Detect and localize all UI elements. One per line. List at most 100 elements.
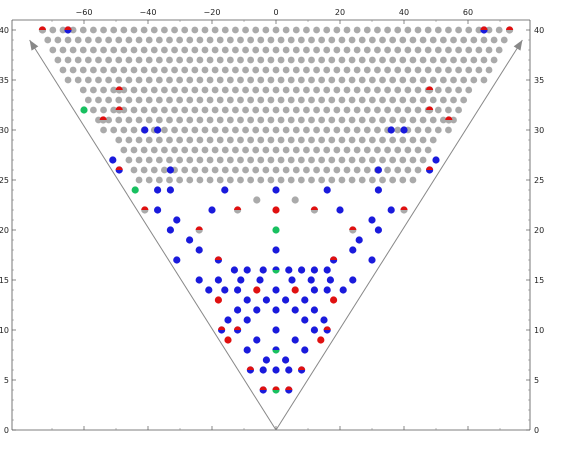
gray-point <box>363 126 371 134</box>
gray-point <box>130 46 138 54</box>
data-point-half <box>445 116 453 120</box>
gray-point <box>135 156 143 164</box>
gray-point <box>303 106 310 114</box>
gray-point <box>176 136 184 144</box>
y-tick-label-right: 30 <box>534 126 544 135</box>
gray-point <box>84 96 92 104</box>
gray-point <box>69 46 77 54</box>
gray-point <box>368 156 376 164</box>
gray-point <box>287 156 295 164</box>
gray-point <box>176 96 184 104</box>
gray-point <box>434 106 442 114</box>
data-point <box>374 166 382 174</box>
gray-point <box>353 66 361 74</box>
gray-point <box>277 116 285 124</box>
gray-point <box>399 156 407 164</box>
data-point <box>317 336 325 344</box>
arrow-line <box>275 39 523 431</box>
data-point <box>141 126 149 134</box>
data-point <box>272 186 280 194</box>
gray-point <box>161 146 168 154</box>
gray-point <box>252 166 260 174</box>
gray-point <box>95 76 102 84</box>
gray-point <box>145 96 153 104</box>
gray-point <box>313 46 320 54</box>
gray-point <box>409 56 417 64</box>
gray-point <box>348 176 356 184</box>
data-point <box>330 296 338 304</box>
data-point-half <box>246 366 254 370</box>
gray-point <box>460 36 468 44</box>
gray-point <box>313 126 320 134</box>
arrow-lines <box>29 39 523 431</box>
gray-point <box>226 136 234 144</box>
gray-point <box>191 46 199 54</box>
gray-point <box>399 56 407 64</box>
gray-point <box>54 36 62 44</box>
gray-point <box>460 76 468 84</box>
gray-point <box>196 176 204 184</box>
data-point <box>80 106 88 114</box>
gray-point <box>262 66 270 74</box>
gray-point <box>313 86 320 94</box>
gray-point <box>267 156 275 164</box>
data-point <box>298 266 306 274</box>
gray-point <box>277 176 285 184</box>
gray-point <box>216 136 224 144</box>
gray-point <box>216 176 224 184</box>
gray-point <box>59 66 67 74</box>
gray-point <box>186 156 194 164</box>
arrow-head <box>29 40 39 51</box>
gray-point <box>434 46 442 54</box>
data-point-half <box>214 256 222 260</box>
gray-point <box>216 56 224 64</box>
gray-point <box>105 36 113 44</box>
gray-point <box>211 106 219 114</box>
gray-point <box>125 96 133 104</box>
gray-point <box>389 176 397 184</box>
gray-point <box>414 46 422 54</box>
gray-point <box>343 106 351 114</box>
gray-point <box>237 156 244 164</box>
gray-point <box>358 36 366 44</box>
gray-point <box>232 126 239 134</box>
gray-point <box>140 106 148 114</box>
gray-point <box>120 66 128 74</box>
gray-point <box>140 66 148 74</box>
gray-point <box>368 36 376 44</box>
gray-point <box>186 176 194 184</box>
gray-point <box>353 166 361 174</box>
data-point <box>272 226 280 234</box>
gray-point <box>140 46 148 54</box>
gray-point <box>186 76 194 84</box>
data-point <box>214 276 222 284</box>
gray-point <box>353 126 361 134</box>
gray-point <box>155 176 163 184</box>
gray-point <box>242 86 249 94</box>
gray-point <box>323 166 331 174</box>
gray-point <box>120 46 128 54</box>
gray-point <box>247 96 255 104</box>
gray-point <box>211 66 219 74</box>
data-point <box>387 206 395 214</box>
data-point <box>214 296 222 304</box>
gray-point <box>424 146 432 154</box>
gray-point <box>338 176 346 184</box>
data-point <box>310 306 318 314</box>
data-point <box>173 256 181 264</box>
gray-point <box>434 66 442 74</box>
gray-point <box>155 56 163 64</box>
gray-point <box>445 86 452 94</box>
data-point <box>307 276 315 284</box>
gray-point <box>206 36 214 44</box>
gray-point <box>287 176 295 184</box>
gray-point <box>379 156 386 164</box>
gray-point <box>282 126 290 134</box>
gray-point <box>140 86 148 94</box>
gray-point <box>389 56 397 64</box>
gray-point <box>485 46 493 54</box>
gray-point <box>191 146 199 154</box>
gray-point <box>166 56 173 64</box>
gray-point <box>221 26 229 34</box>
gray-point <box>247 76 255 84</box>
